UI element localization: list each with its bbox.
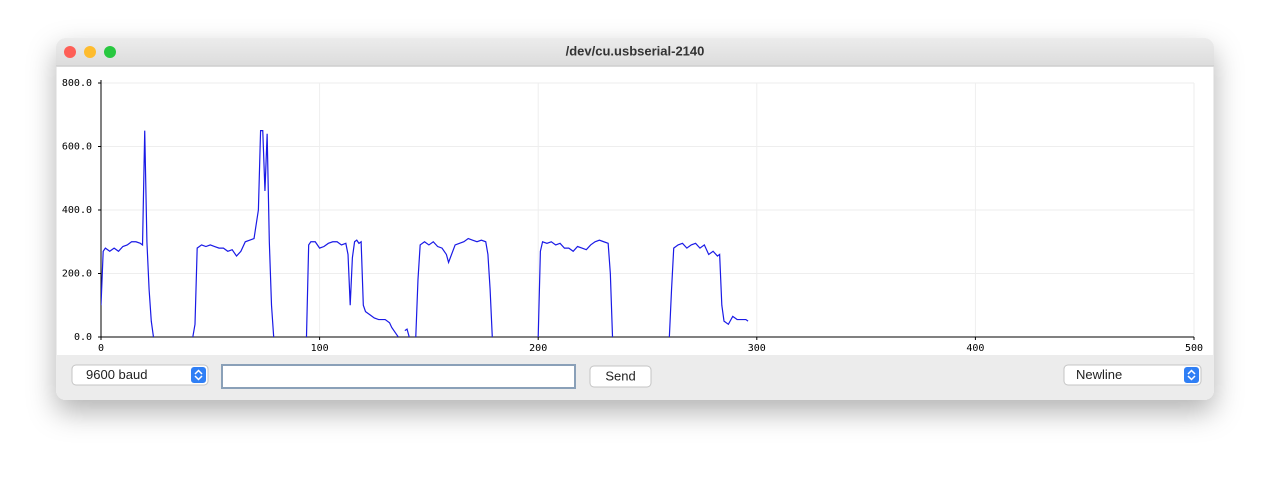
y-tick-label: 400.0 <box>62 205 92 216</box>
x-tick-label: 300 <box>748 343 766 354</box>
data-line <box>101 130 749 337</box>
plot-background <box>57 67 1213 355</box>
window: /dev/cu.usbserial-2140 0.0 200.0 400.0 600.… <box>56 38 1214 400</box>
x-tick-label: 100 <box>311 343 329 354</box>
minimize-button[interactable] <box>84 46 96 58</box>
baud-stepper <box>191 367 206 383</box>
send-label: Send <box>605 368 635 383</box>
line-ending-label: Newline <box>1076 367 1122 382</box>
y-tick-label: 0.0 <box>74 332 92 343</box>
baud-label: 9600 baud <box>86 367 147 382</box>
y-tick-label: 200.0 <box>62 269 92 280</box>
x-tick-label: 400 <box>966 343 984 354</box>
x-tick-label: 0 <box>98 343 104 354</box>
close-button[interactable] <box>64 46 76 58</box>
line-ending-select[interactable] <box>1063 364 1202 386</box>
line-ending-stepper <box>1184 367 1199 383</box>
window-title: /dev/cu.usbserial-2140 <box>566 43 705 58</box>
x-tick-label: 500 <box>1185 343 1203 354</box>
chart: 0.0 200.0 400.0 600.0 800.0 0 100 200 300 400 500 <box>62 78 1203 354</box>
title-bar <box>56 38 1214 66</box>
stepper-arrows <box>1187 369 1196 381</box>
send-button[interactable] <box>589 365 652 388</box>
stepper-arrows <box>194 369 203 381</box>
baud-select[interactable] <box>71 364 209 386</box>
x-tick-label: 200 <box>529 343 547 354</box>
zoom-button[interactable] <box>104 46 116 58</box>
message-input[interactable] <box>221 364 576 389</box>
y-tick-label: 800.0 <box>62 78 92 89</box>
y-tick-label: 600.0 <box>62 142 92 153</box>
